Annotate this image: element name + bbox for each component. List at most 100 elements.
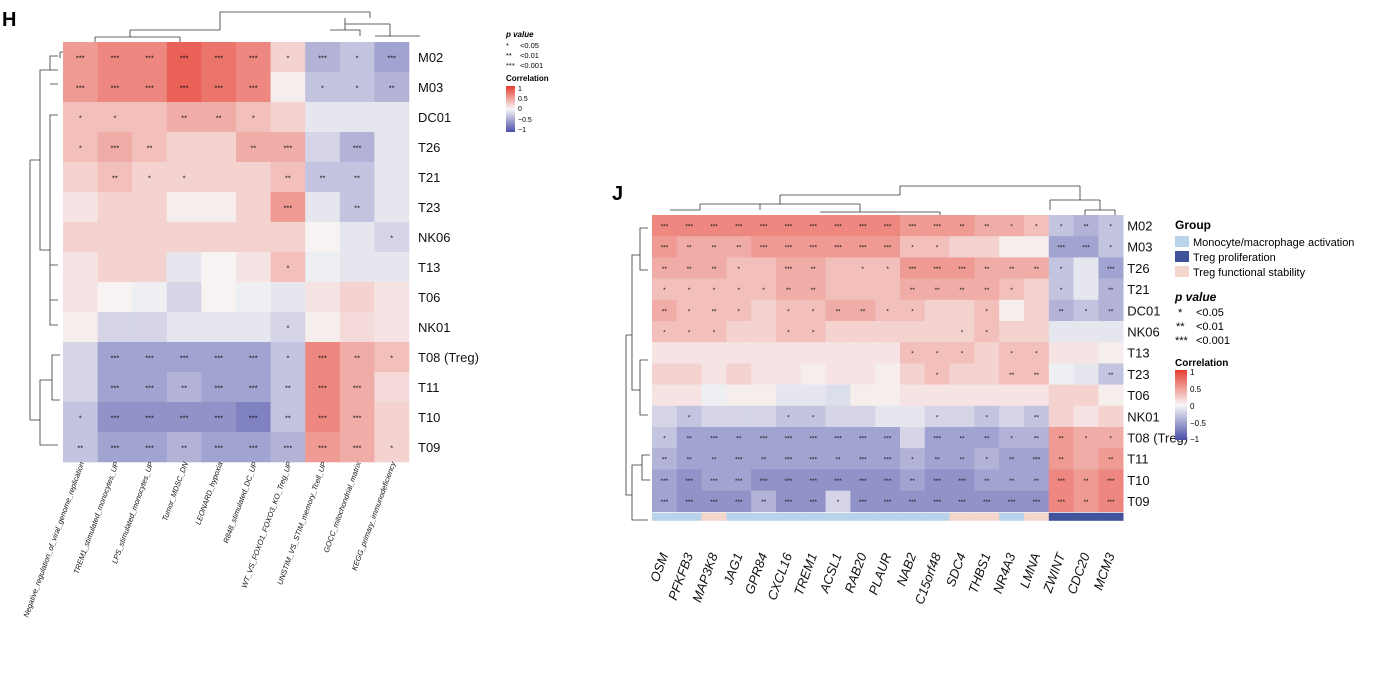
heatmap-j-cell: [949, 278, 975, 301]
heatmap-j-cell: [825, 448, 851, 470]
heatmap-h-significance-mark: ***: [284, 443, 293, 452]
pvalue-j-item-2-stars: **: [1176, 321, 1185, 333]
heatmap-h-cell: [374, 42, 410, 73]
heatmap-j-cell: [676, 321, 702, 343]
heatmap-h-cell: [374, 132, 410, 163]
heatmap-j-cell: [825, 363, 851, 385]
heatmap-h-cell: [236, 72, 271, 103]
heatmap-h-significance-mark: **: [320, 173, 326, 182]
heatmap-j-significance-mark: ***: [933, 478, 941, 485]
heatmap-j-significance-mark: **: [687, 457, 693, 464]
heatmap-j-cell: [1048, 490, 1074, 513]
group-bar-segment: [1024, 512, 1050, 521]
heatmap-j-significance-mark: **: [1083, 478, 1089, 485]
heatmap-h-cell: [270, 132, 306, 163]
heatmap-h-cell: [97, 222, 133, 253]
heatmap-j-row-label-nk01: NK01: [1127, 409, 1160, 424]
group-bar-segment: [999, 512, 1025, 521]
heatmap-h-significance-mark: *: [390, 353, 393, 362]
legend-h: p value * <0.05 ** <0.01 *** <0.001 Corr…: [505, 30, 549, 134]
heatmap-h-significance-mark: **: [216, 113, 222, 122]
heatmap-j-column-label-lmna: LMNA: [1017, 551, 1043, 590]
heatmap-j-significance-mark: *: [787, 414, 790, 421]
heatmap-j-cell: [1048, 469, 1074, 491]
panel-j: *** *** *** *** *** *** *** *** *** *** *** *** ** **…: [625, 185, 1354, 606]
heatmap-j-significance-mark: *: [886, 308, 889, 315]
heatmap-j-cell: [701, 299, 727, 322]
heatmap-j-cell: [825, 384, 851, 407]
heatmap-j-cell: [1024, 448, 1050, 470]
dendrogram-j-left: [625, 227, 650, 521]
heatmap-h-cell: [270, 372, 306, 403]
heatmap-j-cell: [850, 257, 876, 279]
colorbar-h-tick-1: 1: [518, 86, 522, 93]
heatmap-j-significance-mark: ***: [884, 245, 892, 252]
pvalue-item-2-text: <0.01: [520, 51, 539, 60]
heatmap-j-significance-mark: *: [688, 330, 691, 337]
group-bar-segment: [924, 512, 950, 521]
pvalue-title-j: p value: [1174, 290, 1217, 304]
heatmap-j-cell: [974, 405, 1000, 428]
heatmap-j-significance-mark: ***: [1057, 499, 1065, 506]
heatmap-j-significance-mark: **: [1034, 266, 1040, 273]
heatmap-h-cell: [132, 342, 168, 373]
heatmap-j-cell: [1073, 321, 1099, 343]
heatmap-j-cell: [999, 384, 1025, 407]
heatmap-j-significance-mark: **: [1009, 372, 1015, 379]
heatmap-j-cell: [726, 363, 752, 385]
heatmap-h-cell: [374, 312, 410, 343]
heatmap-j-cell: [701, 236, 727, 258]
heatmap-j-column-label-osm: OSM: [647, 551, 671, 584]
heatmap-h-cell: [132, 402, 168, 433]
heatmap-h-cell: [236, 42, 271, 73]
heatmap-j-significance-mark: **: [711, 245, 717, 252]
heatmap-j-cell: [949, 448, 975, 470]
heatmap-j-significance-mark: *: [936, 414, 939, 421]
heatmap-h-cell: [166, 372, 202, 403]
heatmap-j-significance-mark: *: [787, 308, 790, 315]
heatmap-j-significance-mark: ***: [785, 245, 793, 252]
heatmap-h-column-labels: Negative_regulation_of_viral_genome_repl…: [21, 459, 398, 618]
heatmap-j-cell: [999, 363, 1025, 385]
pvalue-item-3-text: <0.001: [520, 61, 543, 70]
heatmap-h-significance-mark: **: [147, 143, 153, 152]
heatmap-j-cell: [776, 490, 802, 513]
heatmap-j-significance-mark: *: [663, 436, 666, 443]
heatmap-h-significance-mark: *: [390, 233, 393, 242]
heatmap-j-cell: [1073, 363, 1099, 385]
heatmap-j-cell: [676, 236, 702, 258]
colorbar-h-tick-m1: −1: [518, 127, 526, 134]
heatmap-j-cell: [751, 405, 777, 428]
heatmap-j-significance-mark: ***: [859, 457, 867, 464]
heatmap-j-cell: [800, 427, 826, 449]
heatmap-j-significance-mark: ***: [859, 224, 867, 231]
heatmap-h-significance-mark: ***: [111, 413, 120, 422]
heatmap-j-cell: [776, 363, 802, 385]
heatmap-h-row-label-nk06: NK06: [418, 230, 451, 245]
heatmap-h-cell: [374, 342, 410, 373]
heatmap-h-significance-mark: ***: [214, 353, 223, 362]
heatmap-h-cell: [201, 222, 237, 253]
heatmap-j-cell: [1073, 490, 1099, 513]
heatmap-h-significance-mark: ***: [353, 443, 362, 452]
correlation-title-j: Correlation: [1175, 358, 1228, 369]
heatmap-h-cell: [305, 282, 341, 313]
heatmap-h-column-label-r848-stimulated-dc-up: R848_stimulated_DC_UP: [221, 461, 259, 545]
group-label-treg-proliferation: Treg proliferation: [1193, 252, 1276, 264]
heatmap-h-cell: [132, 132, 168, 163]
heatmap-h-cell: [63, 222, 98, 253]
heatmap-h-cell: [270, 222, 306, 253]
heatmap-h-column-label-negative-regulation-of-viral-genome-replication: Negative_regulation_of_viral_genome_repl…: [21, 461, 86, 619]
heatmap-j-cell: [850, 384, 876, 407]
heatmap-j-significance-mark: **: [1034, 436, 1040, 443]
heatmap-h-cell: [236, 312, 271, 343]
heatmap-h-cell: [339, 42, 375, 73]
heatmap-j-cell: [800, 363, 826, 385]
heatmap-j-cell: [825, 321, 851, 343]
heatmap-j-cell: [850, 215, 876, 237]
heatmap-j-cell: [1073, 448, 1099, 470]
heatmap-j-column-label-nab2: NAB2: [894, 550, 920, 588]
heatmap-j-cell: [850, 363, 876, 385]
heatmap-h-cell: [132, 432, 168, 463]
